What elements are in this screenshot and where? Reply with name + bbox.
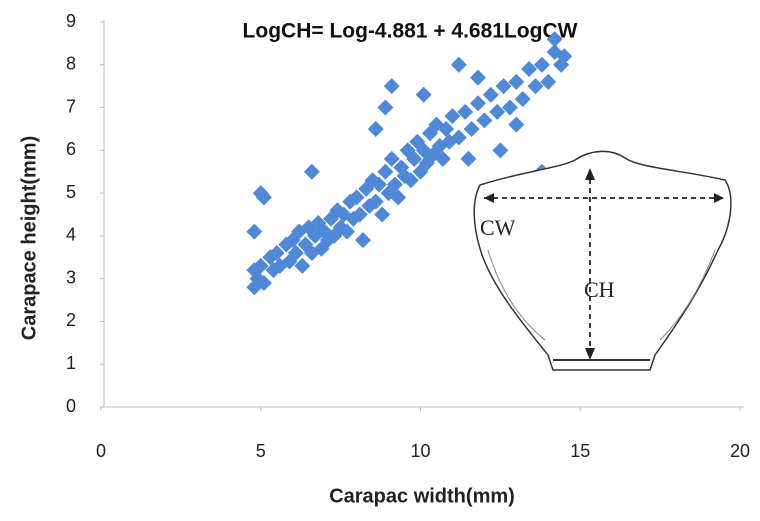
cw-label: CW xyxy=(480,215,516,240)
y-tick-label: 7 xyxy=(66,96,76,116)
point xyxy=(348,189,365,206)
point xyxy=(303,163,320,180)
point xyxy=(252,257,269,274)
point xyxy=(246,223,263,240)
point xyxy=(521,61,538,78)
point xyxy=(450,56,467,73)
inset-diagram: CW CH xyxy=(473,150,732,371)
point xyxy=(354,232,371,249)
point xyxy=(527,78,544,95)
y-tick-label: 6 xyxy=(66,139,76,159)
point xyxy=(470,95,487,112)
y-tick-label: 5 xyxy=(66,182,76,202)
carapace-line xyxy=(659,249,716,341)
point xyxy=(444,108,461,125)
point xyxy=(406,150,423,167)
point xyxy=(489,103,506,120)
carapace-outline xyxy=(473,150,732,371)
point xyxy=(415,86,432,103)
point xyxy=(501,99,518,116)
point xyxy=(339,223,356,240)
point xyxy=(367,193,384,210)
point xyxy=(255,274,272,291)
point xyxy=(533,56,550,73)
y-tick-label: 8 xyxy=(66,54,76,74)
point xyxy=(434,150,451,167)
x-tick-label: 15 xyxy=(570,441,590,461)
point xyxy=(281,253,298,270)
point xyxy=(514,91,531,107)
y-tick-label: 4 xyxy=(66,225,76,245)
point xyxy=(377,163,394,180)
point xyxy=(367,120,384,137)
point xyxy=(374,206,391,223)
point xyxy=(508,73,525,90)
point xyxy=(495,78,512,95)
point xyxy=(268,245,285,261)
point xyxy=(428,116,445,133)
point xyxy=(482,86,499,103)
point xyxy=(255,189,272,206)
point xyxy=(390,189,407,206)
point xyxy=(540,73,557,90)
point xyxy=(460,150,477,167)
point xyxy=(492,142,509,159)
y-tick-label: 9 xyxy=(66,11,76,31)
chart-title: LogCH= Log-4.881 + 4.681LogCW xyxy=(243,20,578,43)
point xyxy=(450,129,467,146)
point xyxy=(383,78,400,95)
point xyxy=(457,103,474,120)
point xyxy=(556,48,573,65)
point xyxy=(546,31,563,48)
point xyxy=(370,176,387,193)
point xyxy=(287,245,304,261)
point xyxy=(377,99,394,116)
ch-label: CH xyxy=(584,277,615,302)
x-tick-label: 20 xyxy=(730,441,750,461)
y-tick-label: 3 xyxy=(66,267,76,287)
point xyxy=(438,120,455,137)
x-tick-label: 10 xyxy=(410,441,430,461)
x-tick-label: 0 xyxy=(96,441,106,461)
point xyxy=(386,176,403,193)
x-axis-label: Carapac width(mm) xyxy=(329,485,515,507)
y-tick-label: 0 xyxy=(66,396,76,416)
point xyxy=(508,116,525,133)
point xyxy=(476,112,493,129)
point xyxy=(383,150,400,167)
y-axis-label: Carapace height(mm) xyxy=(18,136,40,341)
x-tick-label: 5 xyxy=(256,441,266,461)
point xyxy=(402,172,419,189)
points xyxy=(246,31,589,296)
point xyxy=(470,69,487,86)
carapace-line xyxy=(487,249,546,341)
point xyxy=(351,206,368,223)
y-tick-label: 2 xyxy=(66,310,76,330)
y-tick-label: 1 xyxy=(66,353,76,373)
point xyxy=(463,120,480,137)
point xyxy=(294,257,311,274)
